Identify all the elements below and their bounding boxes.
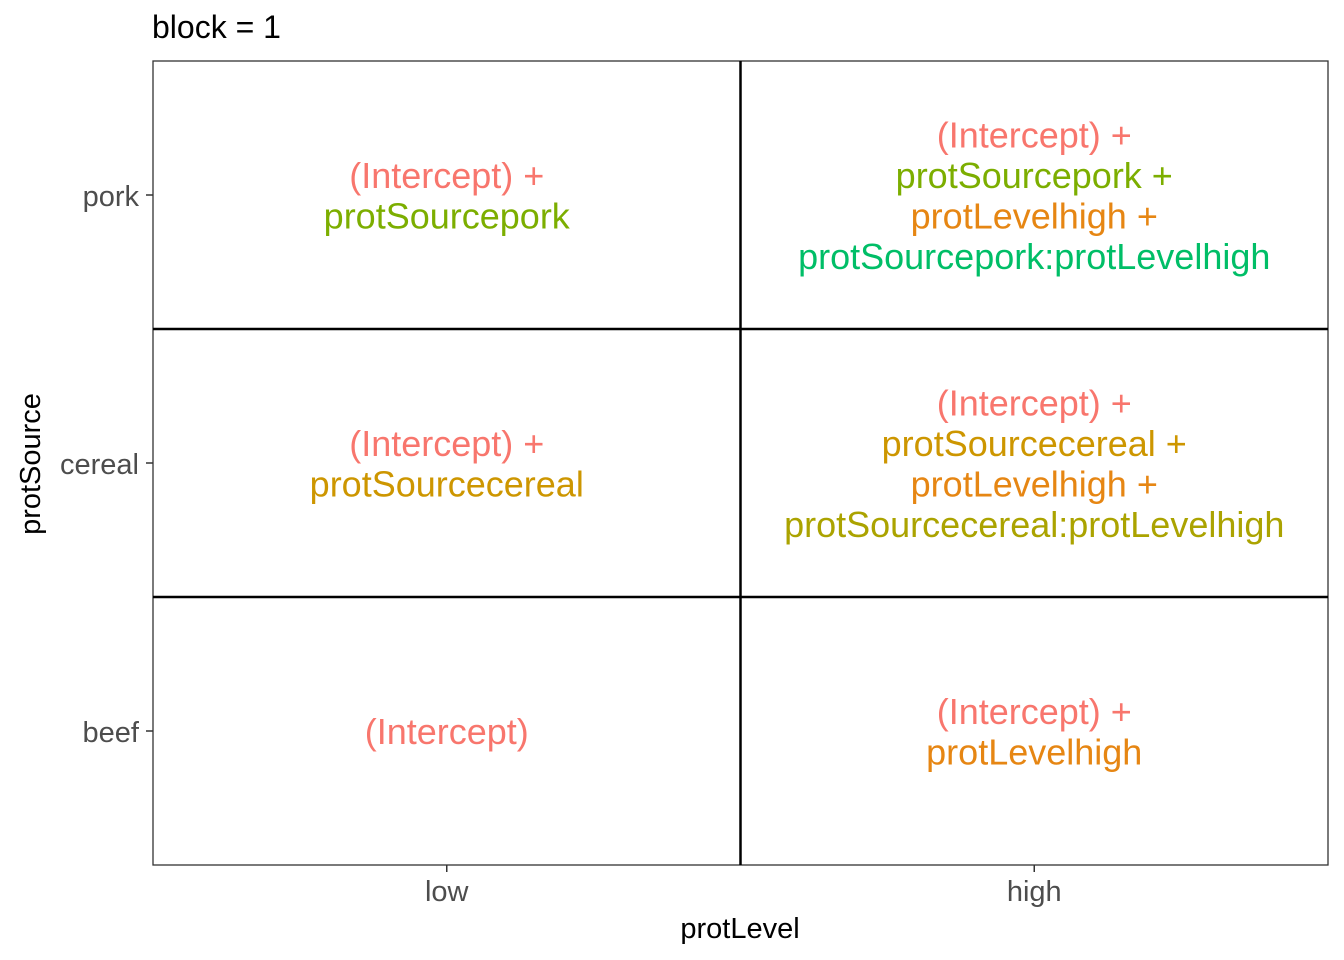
term-label: protSourcecereal [310, 463, 584, 504]
term-label: (Intercept) + [349, 155, 544, 196]
term-label: protLevelhigh [926, 731, 1142, 772]
y-tick-label: pork [83, 181, 140, 213]
term-label: protLevelhigh + [911, 195, 1158, 236]
x-axis: low high [425, 865, 1062, 908]
term-label: (Intercept) + [349, 423, 544, 464]
chart-title: block = 1 [152, 9, 281, 45]
term-label: protLevelhigh + [911, 463, 1158, 504]
y-tick-label: beef [83, 717, 140, 749]
cell-labels: (Intercept) +protSourcepork(Intercept) +… [310, 114, 1285, 772]
x-tick-label: high [1007, 876, 1062, 908]
y-axis: beef cereal pork [60, 181, 153, 749]
cell-beef-high: (Intercept) +protLevelhigh [926, 691, 1142, 773]
term-label: (Intercept) + [937, 114, 1132, 155]
grid-lines [153, 61, 1328, 865]
cell-pork-high: (Intercept) +protSourcepork +protLevelhi… [798, 114, 1270, 277]
y-tick-label: cereal [60, 449, 139, 481]
term-label: (Intercept) [365, 711, 529, 752]
x-tick-label: low [425, 876, 470, 908]
cell-cereal-high: (Intercept) +protSourcecereal +protLevel… [784, 382, 1284, 545]
y-axis-title: protSource [15, 393, 47, 535]
cell-pork-low: (Intercept) +protSourcepork [324, 155, 571, 237]
term-label: protSourcepork [324, 195, 571, 236]
term-label: (Intercept) + [937, 691, 1132, 732]
term-label: protSourcecereal:protLevelhigh [784, 504, 1284, 545]
cell-beef-low: (Intercept) [365, 711, 529, 752]
term-label: (Intercept) + [937, 382, 1132, 423]
term-label: protSourcecereal + [882, 423, 1187, 464]
term-label: protSourcepork:protLevelhigh [798, 236, 1270, 277]
cell-cereal-low: (Intercept) +protSourcecereal [310, 423, 584, 505]
term-label: protSourcepork + [896, 155, 1173, 196]
x-axis-title: protLevel [680, 913, 799, 945]
